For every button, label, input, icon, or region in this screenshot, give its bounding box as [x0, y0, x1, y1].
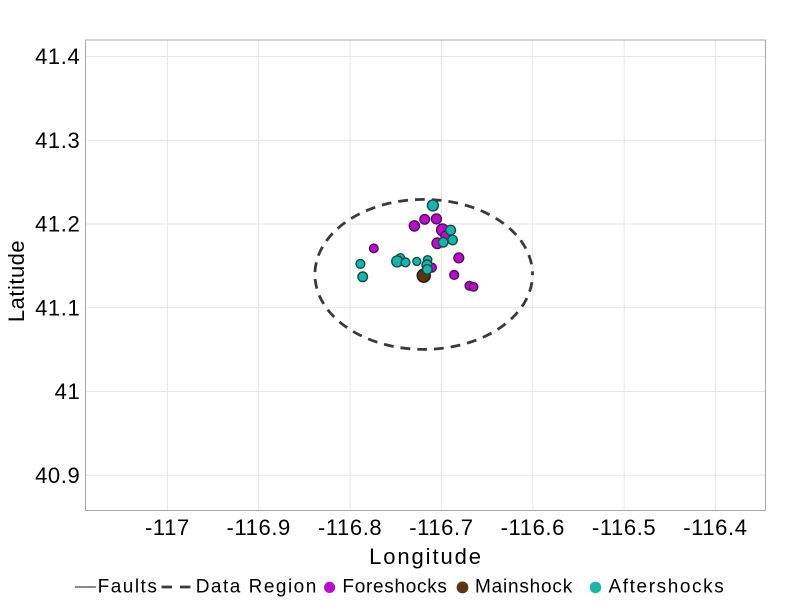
svg-text:-116.4: -116.4 [683, 515, 747, 540]
svg-text:-116.6: -116.6 [501, 515, 565, 540]
svg-text:41.4: 41.4 [35, 44, 80, 69]
svg-text:41.1: 41.1 [35, 295, 80, 320]
svg-text:41.2: 41.2 [35, 212, 80, 237]
svg-text:-116.8: -116.8 [318, 515, 382, 540]
svg-text:-117: -117 [145, 515, 190, 540]
svg-text:Aftershocks: Aftershocks [609, 577, 726, 598]
svg-text:Latitude: Latitude [4, 240, 29, 322]
svg-text:Data Region: Data Region [196, 577, 318, 598]
svg-text:40.9: 40.9 [35, 463, 80, 488]
svg-text:Longitude: Longitude [369, 544, 483, 569]
svg-text:Mainshock: Mainshock [475, 577, 573, 598]
svg-text:-116.9: -116.9 [227, 515, 291, 540]
svg-text:Faults: Faults [98, 577, 159, 598]
svg-text:Foreshocks: Foreshocks [342, 577, 447, 598]
svg-text:41: 41 [55, 379, 81, 404]
svg-text:-116.5: -116.5 [592, 515, 656, 540]
svg-text:41.3: 41.3 [35, 128, 80, 153]
svg-text:-116.7: -116.7 [409, 515, 473, 540]
